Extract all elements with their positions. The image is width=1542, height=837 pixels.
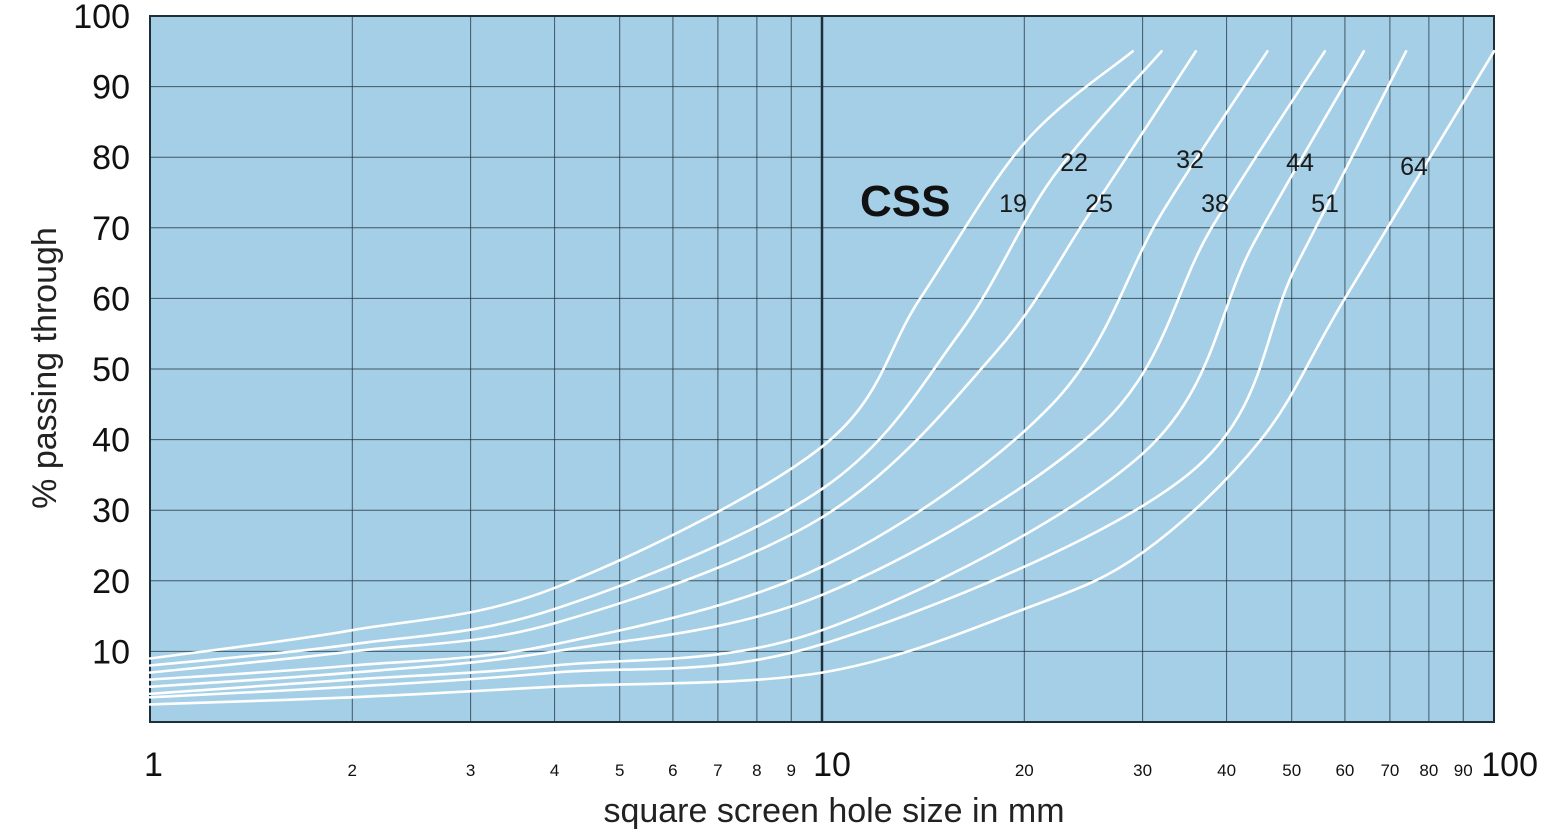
- y-tick-label: 40: [92, 422, 130, 460]
- x-tick-label: 100: [1481, 746, 1538, 784]
- series-line-64: [148, 50, 1496, 706]
- x-tick-label: 3: [466, 761, 475, 780]
- x-tick-label: 80: [1419, 761, 1438, 780]
- x-axis-ticks: 1 2 3 4 5 6 7 8 9 10 20 30 40 50 60 70 80 90 100: [144, 746, 1538, 784]
- x-tick-label: 90: [1454, 761, 1473, 780]
- x-tick-label: 9: [787, 761, 796, 780]
- x-tick-label: 1: [144, 746, 163, 784]
- curve-label-64: 64: [1400, 153, 1428, 181]
- x-tick-label: 4: [550, 761, 559, 780]
- y-tick-label: 70: [92, 210, 130, 248]
- y-tick-label: 60: [92, 280, 130, 318]
- series-line-22: [148, 50, 1163, 667]
- x-tick-label: 2: [348, 761, 357, 780]
- y-tick-label: 10: [92, 633, 130, 671]
- series-line-51: [148, 50, 1408, 699]
- css-group-label: CSS: [860, 177, 950, 226]
- curve-label-25: 25: [1085, 190, 1113, 218]
- curve-label-19: 19: [999, 190, 1027, 218]
- series-line-38: [148, 50, 1327, 688]
- y-tick-label: 100: [73, 0, 130, 36]
- curve-label-32: 32: [1176, 146, 1204, 174]
- curve-label-22: 22: [1060, 149, 1088, 177]
- x-axis-title: square screen hole size in mm: [603, 792, 1064, 830]
- x-tick-label: 30: [1133, 761, 1152, 780]
- y-tick-label: 90: [92, 69, 130, 107]
- x-tick-label: 5: [615, 761, 624, 780]
- curve-label-44: 44: [1286, 149, 1314, 177]
- series-line-25: [148, 50, 1198, 674]
- grid-lines: [150, 16, 1494, 722]
- x-tick-label: 40: [1217, 761, 1236, 780]
- plot-border: [149, 15, 1495, 723]
- y-tick-label: 30: [92, 492, 130, 530]
- y-tick-label: 50: [92, 351, 130, 389]
- x-tick-label: 8: [752, 761, 761, 780]
- y-axis-title: % passing through: [26, 227, 64, 509]
- x-tick-label: 6: [668, 761, 677, 780]
- curve-labels: 19 22 25 32 38 44 51 64: [999, 146, 1428, 218]
- series-layer: [148, 50, 1496, 706]
- y-axis-ticks: 10 20 30 40 50 60 70 80 90 100: [73, 0, 130, 671]
- x-tick-label: 7: [713, 761, 722, 780]
- x-tick-label: 20: [1015, 761, 1034, 780]
- x-tick-label: 70: [1380, 761, 1399, 780]
- y-tick-label: 80: [92, 139, 130, 177]
- x-tick-label: 50: [1282, 761, 1301, 780]
- series-line-32: [148, 50, 1269, 681]
- curve-label-51: 51: [1311, 190, 1339, 218]
- series-line-19: [148, 50, 1134, 660]
- x-tick-label: 60: [1335, 761, 1354, 780]
- series-line-44: [148, 50, 1366, 696]
- x-tick-label: 10: [813, 746, 851, 784]
- curve-label-38: 38: [1201, 190, 1229, 218]
- y-tick-label: 20: [92, 563, 130, 601]
